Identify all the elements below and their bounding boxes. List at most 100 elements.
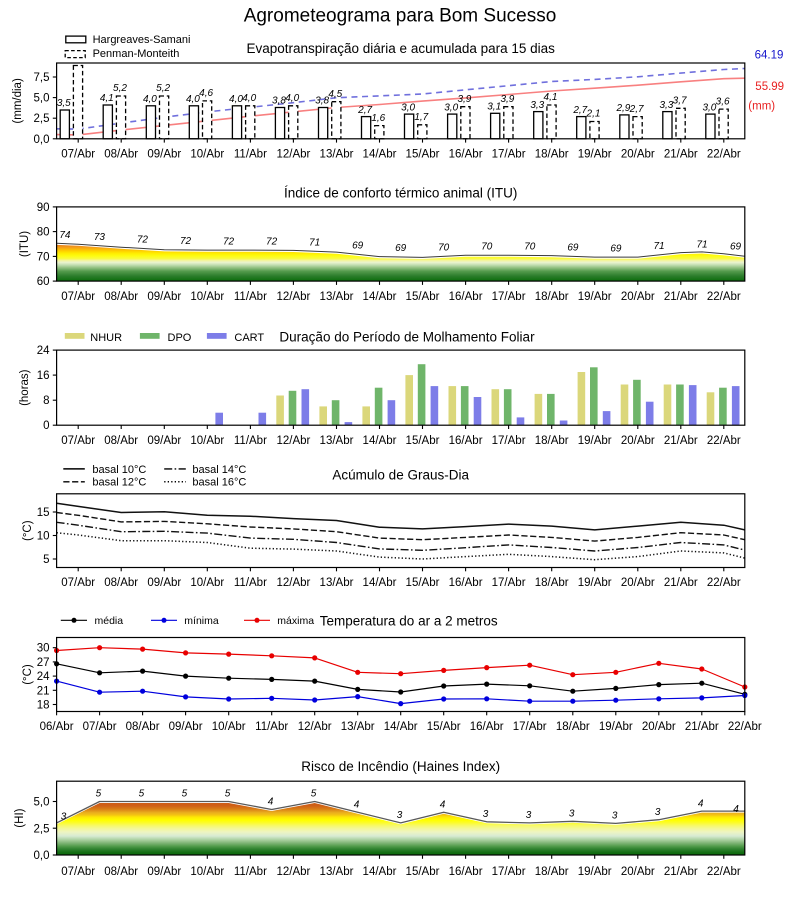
- svg-text:21/Abr: 21/Abr: [664, 435, 698, 447]
- svg-text:Evapotranspiração diária e acu: Evapotranspiração diária e acumulada par…: [246, 41, 555, 56]
- svg-text:22/Abr: 22/Abr: [707, 149, 741, 161]
- svg-text:Acúmulo de Graus-Dia: Acúmulo de Graus-Dia: [332, 468, 469, 483]
- svg-text:2,7: 2,7: [357, 105, 372, 116]
- svg-text:09/Abr: 09/Abr: [169, 721, 203, 733]
- svg-text:21: 21: [37, 685, 50, 697]
- svg-text:13/Abr: 13/Abr: [320, 291, 354, 303]
- svg-text:0,0: 0,0: [34, 134, 50, 146]
- svg-text:21/Abr: 21/Abr: [664, 577, 698, 589]
- svg-text:12/Abr: 12/Abr: [276, 149, 310, 161]
- svg-text:12/Abr: 12/Abr: [298, 721, 332, 733]
- svg-text:5: 5: [225, 789, 231, 800]
- svg-text:17/Abr: 17/Abr: [492, 149, 526, 161]
- svg-text:09/Abr: 09/Abr: [147, 291, 181, 303]
- svg-text:3,9: 3,9: [457, 94, 471, 105]
- svg-text:3,6: 3,6: [716, 96, 730, 107]
- svg-text:69: 69: [730, 241, 742, 252]
- svg-text:10/Abr: 10/Abr: [190, 577, 224, 589]
- svg-text:basal 14°C: basal 14°C: [192, 464, 246, 476]
- svg-text:08/Abr: 08/Abr: [104, 577, 138, 589]
- svg-text:71: 71: [696, 239, 707, 250]
- svg-text:24: 24: [37, 671, 50, 683]
- svg-text:15/Abr: 15/Abr: [406, 577, 440, 589]
- svg-text:4,0: 4,0: [229, 94, 243, 105]
- svg-text:(°C): (°C): [22, 664, 34, 685]
- svg-text:20/Abr: 20/Abr: [621, 577, 655, 589]
- svg-text:(horas): (horas): [19, 369, 31, 406]
- svg-text:10/Abr: 10/Abr: [190, 291, 224, 303]
- svg-text:14/Abr: 14/Abr: [363, 291, 397, 303]
- svg-text:18: 18: [37, 700, 50, 712]
- svg-text:08/Abr: 08/Abr: [104, 435, 138, 447]
- svg-text:09/Abr: 09/Abr: [147, 866, 181, 878]
- svg-text:16/Abr: 16/Abr: [449, 435, 483, 447]
- svg-text:5,0: 5,0: [34, 797, 50, 809]
- svg-text:18/Abr: 18/Abr: [535, 577, 569, 589]
- svg-text:Índice de conforto térmico ani: Índice de conforto térmico animal (ITU): [284, 186, 517, 201]
- svg-text:basal 10°C: basal 10°C: [92, 464, 146, 476]
- svg-text:14/Abr: 14/Abr: [363, 149, 397, 161]
- svg-text:10/Abr: 10/Abr: [190, 149, 224, 161]
- svg-text:14/Abr: 14/Abr: [363, 577, 397, 589]
- svg-text:15/Abr: 15/Abr: [406, 291, 440, 303]
- svg-text:3: 3: [526, 810, 532, 821]
- svg-text:4: 4: [733, 804, 739, 815]
- svg-text:19/Abr: 19/Abr: [578, 435, 612, 447]
- svg-text:3: 3: [397, 810, 403, 821]
- svg-text:5,0: 5,0: [34, 93, 50, 105]
- svg-text:Penman-Monteith: Penman-Monteith: [93, 48, 180, 60]
- svg-text:73: 73: [94, 232, 106, 243]
- svg-text:(°C): (°C): [22, 520, 34, 541]
- svg-text:15/Abr: 15/Abr: [406, 149, 440, 161]
- svg-text:07/Abr: 07/Abr: [61, 149, 95, 161]
- svg-text:3: 3: [483, 809, 489, 820]
- svg-text:14/Abr: 14/Abr: [363, 435, 397, 447]
- svg-text:18/Abr: 18/Abr: [535, 291, 569, 303]
- svg-text:17/Abr: 17/Abr: [492, 435, 526, 447]
- svg-text:09/Abr: 09/Abr: [147, 149, 181, 161]
- svg-text:08/Abr: 08/Abr: [104, 291, 138, 303]
- svg-text:4: 4: [698, 798, 704, 809]
- svg-text:4,5: 4,5: [328, 89, 342, 100]
- svg-text:80: 80: [37, 227, 50, 239]
- svg-text:5: 5: [311, 789, 317, 800]
- svg-text:12/Abr: 12/Abr: [276, 866, 310, 878]
- svg-text:5,2: 5,2: [113, 83, 127, 94]
- svg-text:3: 3: [61, 812, 67, 823]
- svg-text:07/Abr: 07/Abr: [61, 291, 95, 303]
- svg-text:16/Abr: 16/Abr: [449, 149, 483, 161]
- svg-text:21/Abr: 21/Abr: [664, 291, 698, 303]
- svg-text:18/Abr: 18/Abr: [535, 866, 569, 878]
- svg-text:Hargreaves-Samani: Hargreaves-Samani: [93, 34, 191, 46]
- svg-text:08/Abr: 08/Abr: [126, 721, 160, 733]
- svg-text:3,3: 3,3: [530, 100, 544, 111]
- svg-text:11/Abr: 11/Abr: [255, 721, 288, 733]
- svg-text:22/Abr: 22/Abr: [707, 435, 741, 447]
- svg-text:basal 12°C: basal 12°C: [92, 477, 146, 489]
- svg-text:16/Abr: 16/Abr: [449, 291, 483, 303]
- svg-text:5: 5: [43, 554, 49, 566]
- svg-text:15/Abr: 15/Abr: [406, 435, 440, 447]
- svg-text:19/Abr: 19/Abr: [599, 721, 633, 733]
- svg-text:2,7: 2,7: [572, 105, 587, 116]
- svg-text:69: 69: [610, 243, 622, 254]
- svg-text:3: 3: [569, 809, 575, 820]
- svg-text:0,0: 0,0: [34, 850, 50, 862]
- svg-text:19/Abr: 19/Abr: [578, 866, 612, 878]
- svg-text:3: 3: [655, 807, 661, 818]
- svg-text:72: 72: [223, 236, 235, 247]
- svg-text:17/Abr: 17/Abr: [513, 721, 547, 733]
- svg-text:2,5: 2,5: [34, 113, 50, 125]
- svg-text:Risco de Incêndio (Haines Inde: Risco de Incêndio (Haines Index): [301, 759, 500, 774]
- svg-text:69: 69: [395, 243, 407, 254]
- svg-text:21/Abr: 21/Abr: [685, 721, 719, 733]
- svg-text:(ITU): (ITU): [19, 231, 31, 257]
- svg-text:máxima: máxima: [277, 615, 314, 627]
- svg-text:3,1: 3,1: [487, 102, 501, 113]
- svg-text:07/Abr: 07/Abr: [83, 721, 117, 733]
- svg-text:74: 74: [59, 230, 71, 241]
- svg-text:24: 24: [37, 345, 50, 357]
- svg-text:17/Abr: 17/Abr: [492, 291, 526, 303]
- svg-text:20/Abr: 20/Abr: [621, 435, 655, 447]
- svg-text:4,0: 4,0: [285, 93, 299, 104]
